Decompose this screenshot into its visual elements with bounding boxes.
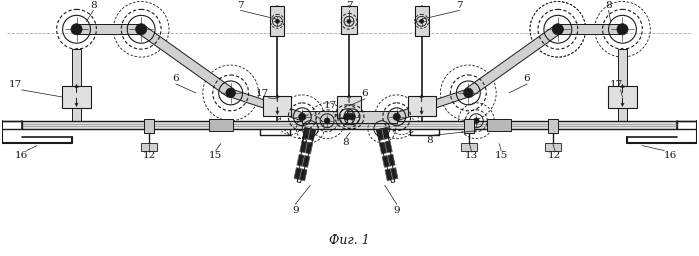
- Polygon shape: [380, 141, 392, 154]
- Text: 8: 8: [605, 1, 612, 10]
- Text: 17: 17: [256, 89, 269, 98]
- Bar: [22, 121, 677, 129]
- Bar: [558, 24, 623, 34]
- Text: 7: 7: [237, 1, 244, 10]
- Circle shape: [419, 19, 424, 23]
- Bar: [337, 96, 361, 118]
- Circle shape: [275, 19, 280, 23]
- Circle shape: [71, 24, 82, 35]
- Circle shape: [347, 19, 351, 23]
- Bar: [264, 96, 291, 116]
- Bar: [271, 6, 284, 36]
- Bar: [71, 49, 82, 121]
- Bar: [76, 24, 141, 34]
- Bar: [464, 119, 475, 133]
- Text: 8: 8: [343, 138, 350, 147]
- Polygon shape: [294, 168, 307, 181]
- Polygon shape: [138, 25, 233, 97]
- Text: 16: 16: [15, 151, 29, 160]
- Bar: [347, 111, 397, 123]
- Text: 9: 9: [292, 206, 298, 215]
- Text: 8: 8: [300, 136, 307, 145]
- Bar: [62, 86, 92, 108]
- Text: 8: 8: [426, 136, 433, 145]
- Text: 15: 15: [209, 151, 222, 160]
- Bar: [487, 119, 511, 131]
- Circle shape: [349, 114, 355, 120]
- Text: 17: 17: [9, 80, 22, 89]
- Circle shape: [226, 88, 236, 98]
- Bar: [144, 119, 154, 133]
- Polygon shape: [303, 127, 315, 141]
- Text: 12: 12: [548, 151, 561, 160]
- Text: 7: 7: [346, 1, 352, 10]
- Text: 15: 15: [494, 151, 507, 160]
- Bar: [341, 6, 357, 34]
- Bar: [302, 111, 352, 123]
- Text: Фиг. 1: Фиг. 1: [329, 234, 369, 247]
- Circle shape: [393, 113, 401, 120]
- Text: 12: 12: [143, 151, 156, 160]
- Text: 13: 13: [465, 151, 478, 160]
- Polygon shape: [229, 89, 303, 121]
- Text: 17: 17: [610, 80, 623, 89]
- Text: 8: 8: [90, 1, 96, 10]
- Circle shape: [473, 118, 479, 124]
- Text: 6: 6: [524, 74, 531, 83]
- Bar: [617, 49, 628, 121]
- Circle shape: [552, 24, 563, 35]
- Text: 9: 9: [394, 206, 400, 215]
- Circle shape: [463, 88, 473, 98]
- Polygon shape: [396, 89, 470, 121]
- Polygon shape: [466, 25, 561, 97]
- Bar: [209, 119, 233, 131]
- Bar: [141, 143, 157, 151]
- Text: 6: 6: [173, 74, 179, 83]
- Bar: [408, 96, 435, 116]
- Text: 16: 16: [663, 151, 677, 160]
- Circle shape: [298, 113, 306, 120]
- Text: 7: 7: [456, 1, 463, 10]
- Polygon shape: [300, 141, 312, 154]
- Polygon shape: [382, 154, 395, 167]
- Circle shape: [324, 118, 330, 124]
- Circle shape: [344, 114, 350, 120]
- Circle shape: [617, 24, 628, 35]
- Bar: [607, 86, 637, 108]
- Text: 17: 17: [324, 101, 337, 110]
- Bar: [548, 119, 558, 133]
- Bar: [545, 143, 561, 151]
- Bar: [415, 6, 428, 36]
- Circle shape: [136, 24, 147, 35]
- Text: 6: 6: [361, 89, 368, 98]
- Bar: [461, 143, 477, 151]
- Polygon shape: [377, 127, 389, 141]
- Polygon shape: [297, 154, 310, 167]
- Polygon shape: [385, 168, 398, 181]
